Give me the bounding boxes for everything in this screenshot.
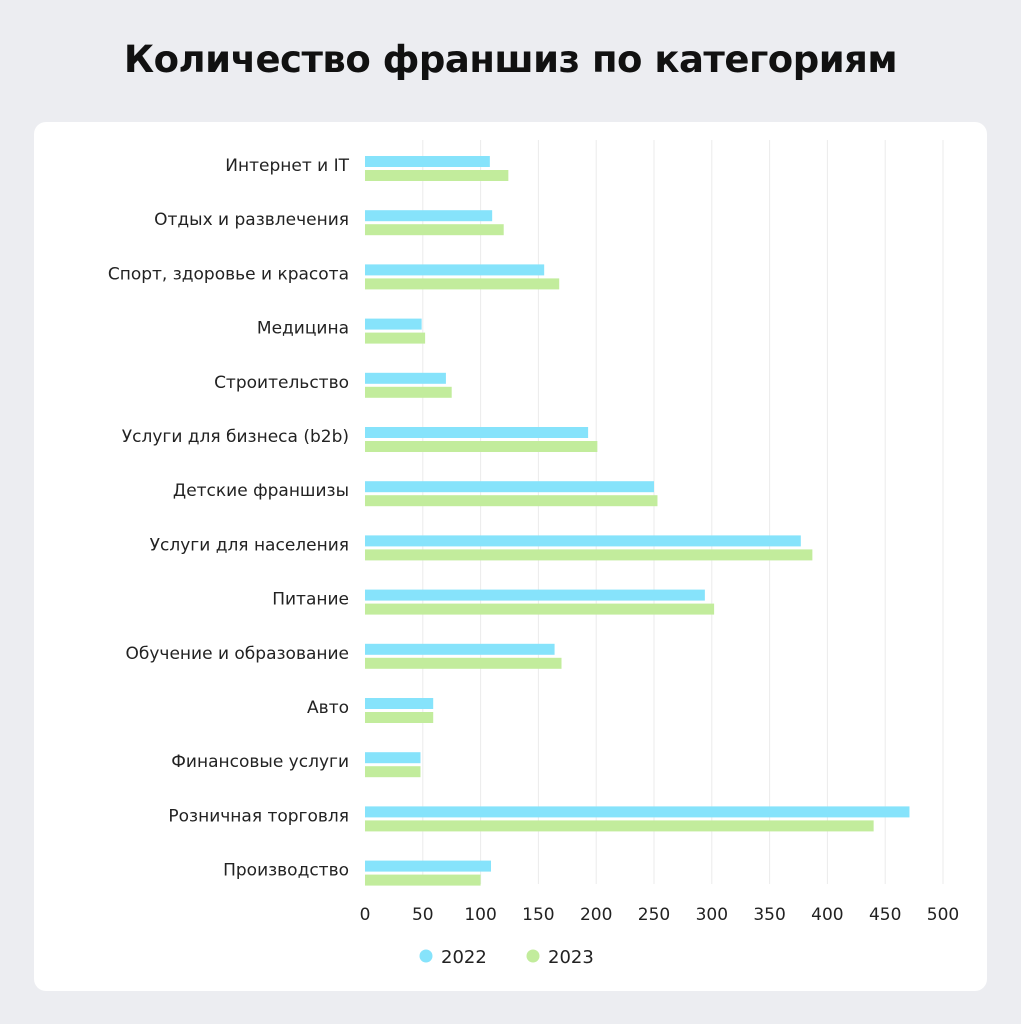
category-label: Спорт, здоровье и красота [108, 264, 349, 284]
bar-2023 [365, 874, 481, 886]
bar-2022 [365, 372, 446, 384]
bar-2023 [365, 278, 560, 290]
category-label: Строительство [214, 373, 349, 393]
legend-marker-2023 [526, 949, 540, 963]
category-label: Финансовые услуги [171, 752, 349, 772]
x-tick-label: 0 [360, 905, 371, 925]
bar-2022 [365, 156, 490, 167]
category-label: Розничная торговля [168, 806, 349, 826]
page-title: Количество франшиз по категориям [123, 38, 898, 81]
x-tick-label: 350 [753, 905, 785, 925]
x-tick-label: 300 [696, 905, 728, 925]
x-tick-label: 500 [927, 905, 959, 925]
category-label: Авто [307, 698, 349, 718]
category-label: Медицина [257, 319, 349, 339]
bar-2022 [365, 643, 555, 655]
bar-2022 [365, 481, 654, 493]
bar-2022 [365, 806, 910, 818]
legend-marker-2022 [419, 949, 433, 963]
category-label: Интернет и IT [225, 156, 349, 176]
bar-2023 [365, 224, 504, 236]
category-label: Питание [272, 590, 349, 610]
bar-2022 [365, 264, 545, 276]
bar-2023 [365, 603, 715, 615]
x-tick-label: 450 [869, 905, 901, 925]
x-tick-label: 150 [522, 905, 554, 925]
bar-2023 [365, 657, 562, 669]
category-label: Услуги для населения [150, 535, 349, 555]
x-tick-label: 50 [412, 905, 434, 925]
x-tick-label: 100 [464, 905, 496, 925]
category-label: Детские франшизы [173, 481, 349, 501]
bar-2022 [365, 210, 493, 222]
bar-2022 [365, 535, 801, 547]
bar-2023 [365, 332, 426, 344]
bar-2023 [365, 712, 434, 723]
category-label: Отдых и развлечения [154, 210, 349, 230]
bar-2023 [365, 820, 874, 832]
bar-2022 [365, 752, 421, 764]
category-label: Услуги для бизнеса (b2b) [122, 427, 349, 447]
bar-2023 [365, 495, 658, 507]
bar-2022 [365, 427, 589, 438]
legend-label: 2022 [441, 947, 487, 968]
bar-2023 [365, 386, 452, 398]
category-label: Обучение и образование [126, 644, 350, 664]
bar-2023 [365, 441, 598, 452]
x-tick-label: 200 [580, 905, 612, 925]
bar-2023 [365, 170, 509, 181]
bar-2023 [365, 766, 421, 778]
x-tick-label: 250 [638, 905, 670, 925]
bar-2022 [365, 589, 705, 601]
bar-2022 [365, 318, 422, 330]
x-tick-label: 400 [811, 905, 843, 925]
legend-label: 2023 [548, 947, 594, 968]
bar-2022 [365, 860, 492, 872]
bar-2023 [365, 549, 813, 561]
bar-2022 [365, 698, 434, 709]
category-label: Производство [223, 861, 349, 881]
